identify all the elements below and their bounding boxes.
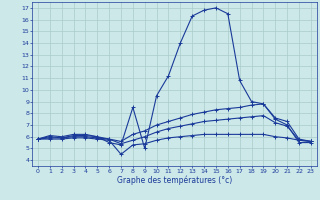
X-axis label: Graphe des températures (°c): Graphe des températures (°c) (117, 175, 232, 185)
